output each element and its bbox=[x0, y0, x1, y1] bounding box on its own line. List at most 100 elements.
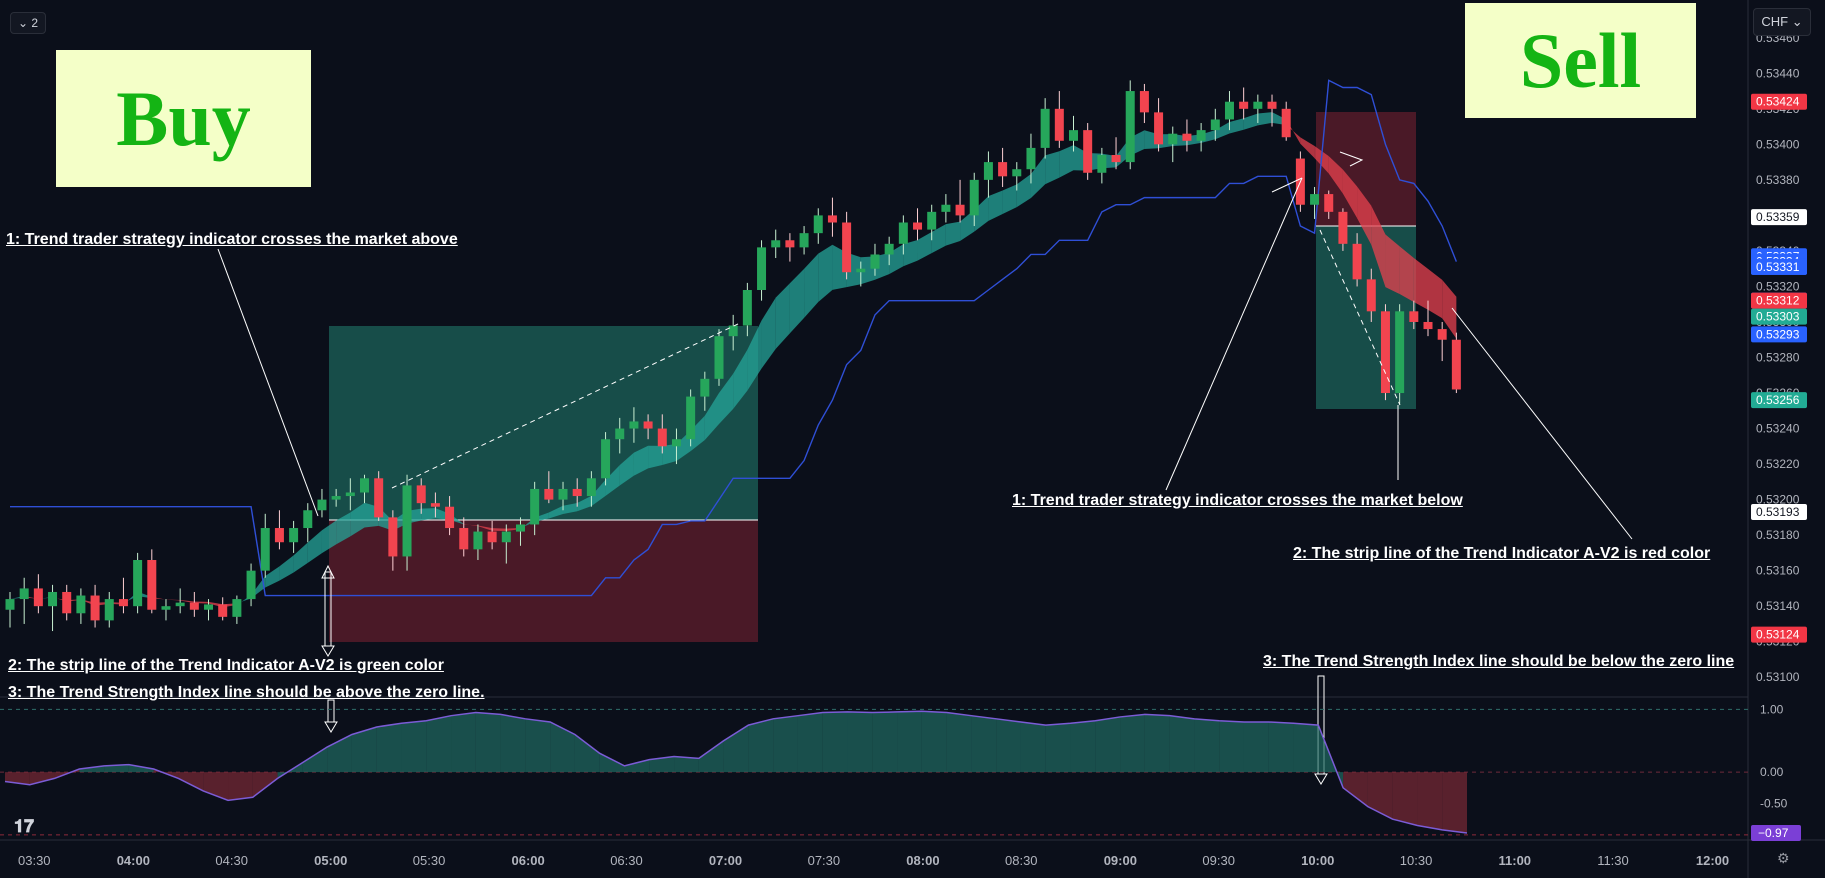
candle-body bbox=[1366, 279, 1376, 312]
sell-note-3: 3: The Trend Strength Index line should … bbox=[1263, 653, 1735, 670]
oscillator-tick-label: -0.50 bbox=[1760, 797, 1788, 811]
oscillator-fill bbox=[104, 764, 129, 773]
price-label-badge bbox=[1751, 626, 1807, 643]
oscillator-fill bbox=[525, 718, 551, 773]
candle-body bbox=[1040, 108, 1050, 148]
candle-body bbox=[232, 599, 242, 617]
trend-strip-segment bbox=[988, 190, 1003, 221]
oscillator-fill bbox=[203, 772, 229, 801]
time-tick-label: 08:00 bbox=[906, 853, 939, 868]
oscillator-fill bbox=[1343, 772, 1368, 807]
time-tick-label: 10:30 bbox=[1400, 853, 1433, 868]
currency-button[interactable]: CHF ⌄ bbox=[1753, 8, 1811, 36]
candle-body bbox=[870, 254, 880, 269]
time-tick-label: 11:30 bbox=[1597, 853, 1629, 868]
sell-arrow-head bbox=[1339, 151, 1364, 167]
candle-body bbox=[714, 336, 724, 379]
candle-body bbox=[175, 602, 185, 607]
trend-strip-segment bbox=[1286, 119, 1301, 144]
price-tick-label: 0.53160 bbox=[1756, 564, 1800, 578]
oscillator-fill bbox=[128, 764, 154, 773]
candle-body bbox=[1097, 155, 1107, 173]
buy-stop-zone bbox=[329, 520, 758, 642]
candle-body bbox=[1281, 108, 1291, 138]
candle-body bbox=[686, 396, 696, 440]
trend-strip-segment bbox=[945, 221, 961, 246]
trend-strip-segment bbox=[1059, 145, 1074, 178]
candle-body bbox=[189, 602, 199, 610]
candle-body bbox=[671, 439, 681, 447]
oscillator-fill bbox=[351, 726, 377, 773]
candle-body bbox=[90, 595, 100, 621]
candle-body bbox=[1409, 311, 1419, 322]
candle-body bbox=[118, 599, 128, 607]
candle-body bbox=[317, 499, 327, 511]
sell-label: Sell bbox=[1465, 3, 1696, 118]
candle-body bbox=[1139, 91, 1149, 113]
candle-body bbox=[19, 588, 29, 600]
candle-body bbox=[48, 591, 58, 607]
oscillator-fill bbox=[5, 772, 30, 785]
price-label-text: 0.53359 bbox=[1756, 210, 1800, 224]
trend-strip-segment bbox=[307, 530, 322, 563]
candle-body bbox=[657, 428, 667, 447]
candle-body bbox=[998, 162, 1008, 177]
oscillator-fill bbox=[1045, 723, 1071, 773]
trend-strip-segment bbox=[1002, 184, 1017, 215]
candle-body bbox=[260, 528, 270, 571]
candle-body bbox=[1083, 130, 1093, 173]
candle-body bbox=[161, 606, 171, 610]
oscillator-fill bbox=[1020, 721, 1046, 773]
time-tick-label: 06:00 bbox=[512, 853, 545, 868]
trend-strip-segment bbox=[1300, 137, 1315, 159]
oscillator-fill bbox=[773, 715, 798, 773]
trend-strip-segment bbox=[761, 297, 776, 369]
candle-body bbox=[1395, 311, 1405, 394]
candle-body bbox=[473, 531, 483, 550]
candle-body bbox=[104, 599, 114, 621]
candle-body bbox=[856, 268, 866, 273]
oscillator-fill bbox=[1417, 772, 1443, 830]
trend-strip-segment bbox=[52, 596, 67, 602]
settings-icon[interactable]: ⚙ bbox=[1777, 850, 1790, 866]
oscillator-fill bbox=[748, 718, 774, 773]
candle-body bbox=[757, 247, 767, 290]
trend-strip-segment bbox=[577, 495, 592, 512]
candle-body bbox=[1423, 321, 1433, 330]
interval-button[interactable]: ⌄ 2 bbox=[10, 12, 46, 34]
price-tick-label: 0.53240 bbox=[1756, 422, 1800, 436]
oscillator-fill bbox=[475, 712, 501, 773]
candle-body bbox=[1210, 119, 1220, 131]
oscillator-fill bbox=[698, 740, 724, 773]
trend-strip-segment bbox=[492, 528, 507, 531]
candle-body bbox=[33, 588, 43, 607]
trend-strip-segment bbox=[265, 566, 280, 588]
trend-strip-segment bbox=[619, 452, 634, 486]
candle-body bbox=[983, 162, 993, 180]
oscillator-fill bbox=[921, 711, 947, 773]
oscillator-tick-label: 0.00 bbox=[1760, 765, 1784, 779]
candle-body bbox=[76, 595, 86, 614]
candle-body bbox=[785, 240, 795, 248]
candle-body bbox=[799, 233, 809, 248]
price-label-text: 0.53424 bbox=[1756, 95, 1800, 109]
trend-strip-segment bbox=[463, 523, 478, 527]
candle-body bbox=[1224, 101, 1234, 120]
oscillator-fill bbox=[1219, 720, 1244, 773]
oscillator-last-value: −0.97 bbox=[1758, 826, 1789, 840]
candle-body bbox=[913, 222, 923, 230]
candle-body bbox=[1310, 194, 1320, 205]
candle-body bbox=[700, 378, 710, 397]
candle-body bbox=[5, 599, 15, 610]
oscillator-fill bbox=[674, 756, 699, 773]
trend-strip-segment bbox=[321, 520, 337, 554]
candle-body bbox=[884, 243, 894, 255]
candle-body bbox=[1012, 169, 1022, 177]
arrow-head bbox=[1314, 773, 1328, 785]
price-label-badge bbox=[1751, 209, 1807, 226]
buy-arrow-up-fill bbox=[321, 571, 335, 657]
oscillator-fill bbox=[1243, 721, 1269, 773]
oscillator-fill bbox=[376, 723, 402, 773]
candle-body bbox=[1267, 101, 1277, 109]
